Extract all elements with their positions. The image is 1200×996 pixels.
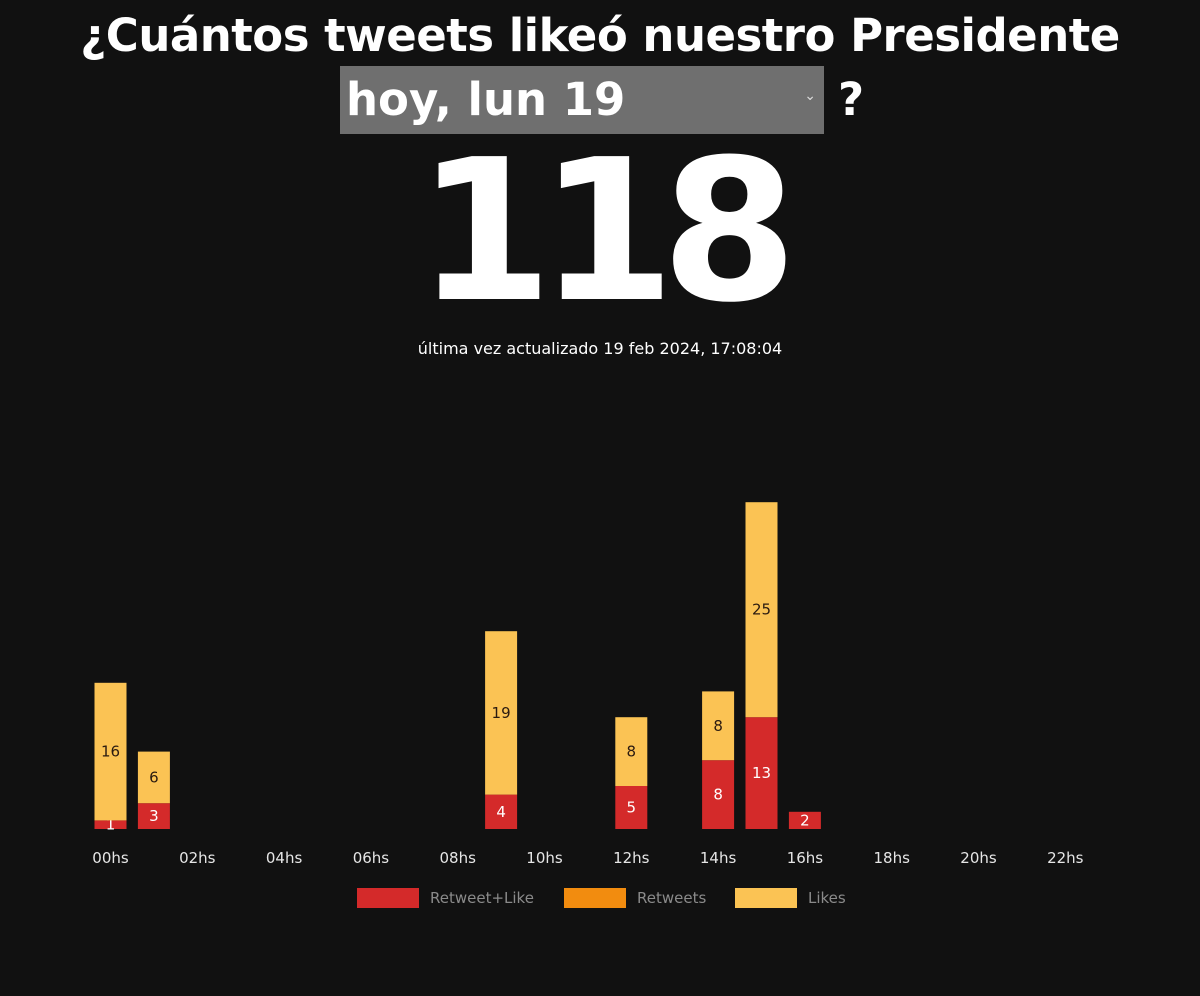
bar-value-label: 16 <box>101 743 120 761</box>
bar-value-label: 2 <box>800 811 810 829</box>
date-row: hoy, lun 19 ⌄ ? <box>0 66 1200 136</box>
bar-retweet-like-12-1 <box>137 803 170 829</box>
bar-value-label: 13 <box>752 764 771 782</box>
bar-value-label: 4 <box>496 803 506 821</box>
bar-value-label: 5 <box>627 799 637 817</box>
bar-likes-12-9 <box>485 631 518 795</box>
last-updated-text: última vez actualizado 19 feb 2024, 17:0… <box>417 339 783 358</box>
x-tick-label: 04hs <box>266 849 303 867</box>
x-tick-label: 00hs <box>92 849 129 867</box>
x-tick-label: 06hs <box>353 849 390 867</box>
title-question-mark: ? <box>838 73 865 126</box>
bar-retweet-like-12-14 <box>702 760 735 829</box>
legend-swatch-retweet-like <box>357 888 419 908</box>
bar-value-label: 19 <box>492 704 511 722</box>
x-tick-label: 08hs <box>439 849 476 867</box>
date-select-value: hoy, lun 19 <box>346 73 626 126</box>
page-title-text: ¿Cuántos tweets likeó nuestro Presidente <box>80 9 1120 62</box>
bar-value-label: 6 <box>149 768 159 786</box>
bar-value-label: 8 <box>713 717 723 735</box>
bar-likes-12-1 <box>137 751 170 804</box>
bar-value-label: 8 <box>713 786 723 804</box>
bar-retweet-like-12-16 <box>788 811 821 829</box>
x-tick-label: 20hs <box>960 849 997 867</box>
bar-value-label: 1 <box>106 816 116 834</box>
legend-swatch-retweets <box>564 888 626 908</box>
bar-retweet-like-12-15 <box>745 717 778 829</box>
bar-likes-12-0 <box>94 682 127 821</box>
x-tick-label: 12hs <box>613 849 650 867</box>
legend-swatch-likes <box>735 888 797 908</box>
x-tick-label: 14hs <box>700 849 737 867</box>
bar-value-label: 3 <box>149 807 159 825</box>
bar-value-label: 8 <box>627 743 637 761</box>
legend-label-likes: Likes <box>808 889 846 907</box>
bar-retweet-like-12-0 <box>94 820 127 829</box>
page-title: ¿Cuántos tweets likeó nuestro Presidente <box>0 8 1200 64</box>
bar-retweet-like-12-12 <box>615 786 648 829</box>
legend-label-retweet-like: Retweet+Like <box>430 889 534 907</box>
x-tick-label: 16hs <box>787 849 824 867</box>
x-tick-label: 10hs <box>526 849 563 867</box>
x-tick-label: 22hs <box>1047 849 1084 867</box>
bar-likes-12-12 <box>615 717 648 786</box>
bar-retweet-like-12-9 <box>485 794 518 829</box>
x-tick-label: 18hs <box>873 849 910 867</box>
chevron-down-icon: ⌄ <box>804 88 816 104</box>
date-select[interactable]: hoy, lun 19 ⌄ <box>340 66 824 134</box>
bar-value-label: 25 <box>752 601 771 619</box>
legend-label-retweets: Retweets <box>637 889 706 907</box>
bar-likes-12-15 <box>745 502 778 718</box>
total-likes-count: 118 <box>416 118 797 346</box>
x-tick-label: 02hs <box>179 849 216 867</box>
bar-likes-12-14 <box>702 691 735 761</box>
